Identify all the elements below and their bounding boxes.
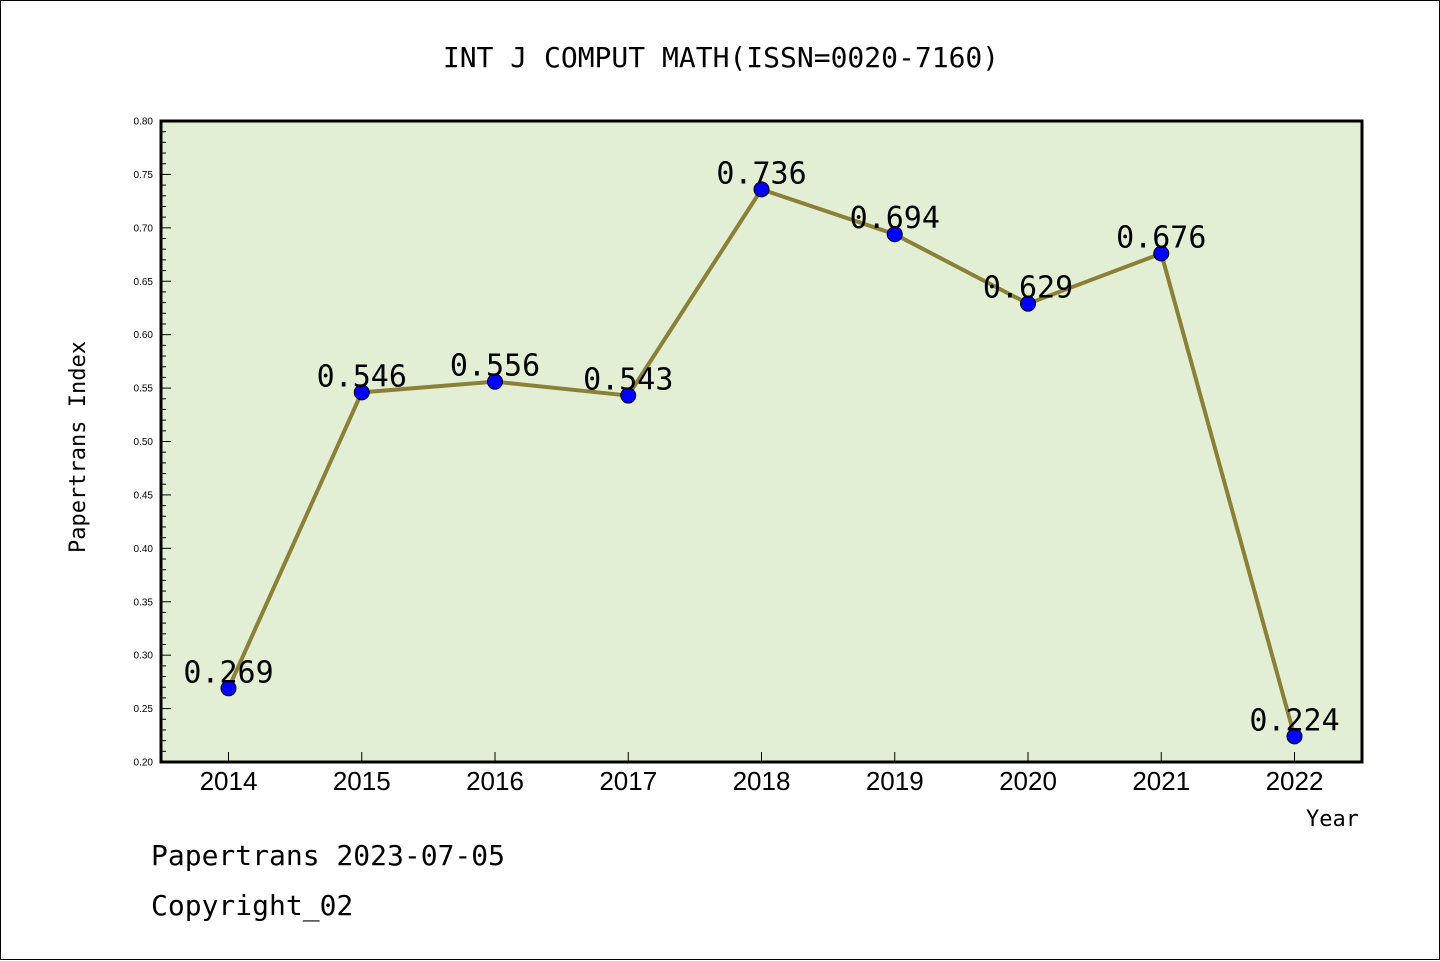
y-tick-label: 0.70 <box>134 223 154 234</box>
y-tick-label: 0.35 <box>134 597 154 608</box>
y-tick-label: 0.75 <box>134 170 154 181</box>
y-tick-label: 0.65 <box>134 277 154 288</box>
x-tick-label: 2018 <box>733 766 791 796</box>
y-tick-label: 0.25 <box>134 704 154 715</box>
data-label: 0.556 <box>450 349 540 384</box>
x-tick-label: 2017 <box>599 766 657 796</box>
y-tick-label: 0.30 <box>134 651 154 662</box>
x-tick-label: 2019 <box>866 766 924 796</box>
x-axis-label: Year <box>1306 807 1359 832</box>
chart-title: INT J COMPUT MATH(ISSN=0020-7160) <box>443 41 999 74</box>
x-tick-label: 2021 <box>1132 766 1190 796</box>
x-tick-label: 2020 <box>999 766 1057 796</box>
data-labels: 0.269 0.546 0.556 0.543 0.736 0.694 0.629 0.676… <box>183 156 1339 738</box>
y-tick-label: 0.45 <box>134 490 154 501</box>
y-tick-label: 0.20 <box>134 758 154 769</box>
x-tick-label: 2022 <box>1266 766 1324 796</box>
y-tick-label: 0.55 <box>134 384 154 395</box>
data-label: 0.736 <box>716 156 806 191</box>
data-point <box>353 384 370 401</box>
y-tick-label: 0.40 <box>134 544 154 555</box>
data-label: 0.676 <box>1116 220 1206 255</box>
data-label: 0.269 <box>183 655 273 690</box>
data-point <box>1286 728 1303 745</box>
x-tick-label: 2016 <box>466 766 524 796</box>
footer-source: Papertrans 2023-07-05 <box>151 839 505 872</box>
data-label: 0.543 <box>583 363 673 398</box>
data-label: 0.546 <box>317 359 407 394</box>
data-point <box>1020 295 1036 312</box>
y-tick-label: 0.80 <box>134 117 154 128</box>
data-label: 0.694 <box>850 201 940 236</box>
data-point <box>487 373 503 390</box>
data-point <box>753 181 770 198</box>
series-markers <box>220 181 1303 745</box>
footer-copyright: Copyright_02 <box>151 889 353 923</box>
plot-area <box>161 121 1362 762</box>
data-point <box>220 680 237 697</box>
y-tick-label: 0.50 <box>134 437 154 448</box>
x-tick-label: 2015 <box>333 766 391 796</box>
y-axis-label: Papertrans Index <box>66 341 91 553</box>
data-label: 0.224 <box>1249 703 1339 738</box>
data-point <box>1153 245 1170 262</box>
y-axis: 0.20 0.25 0.30 0.35 0.40 0.45 0.50 0.55 0.60 0.65… <box>134 117 171 769</box>
data-point <box>620 387 637 404</box>
x-tick-label: 2014 <box>200 766 258 796</box>
plot-border <box>159 119 1364 764</box>
x-axis: 2014 2015 2016 2017 2018 2019 2020 2021 2022 <box>200 752 1324 796</box>
data-point <box>886 226 903 243</box>
y-tick-label: 0.60 <box>134 330 154 341</box>
data-label: 0.629 <box>983 271 1073 306</box>
